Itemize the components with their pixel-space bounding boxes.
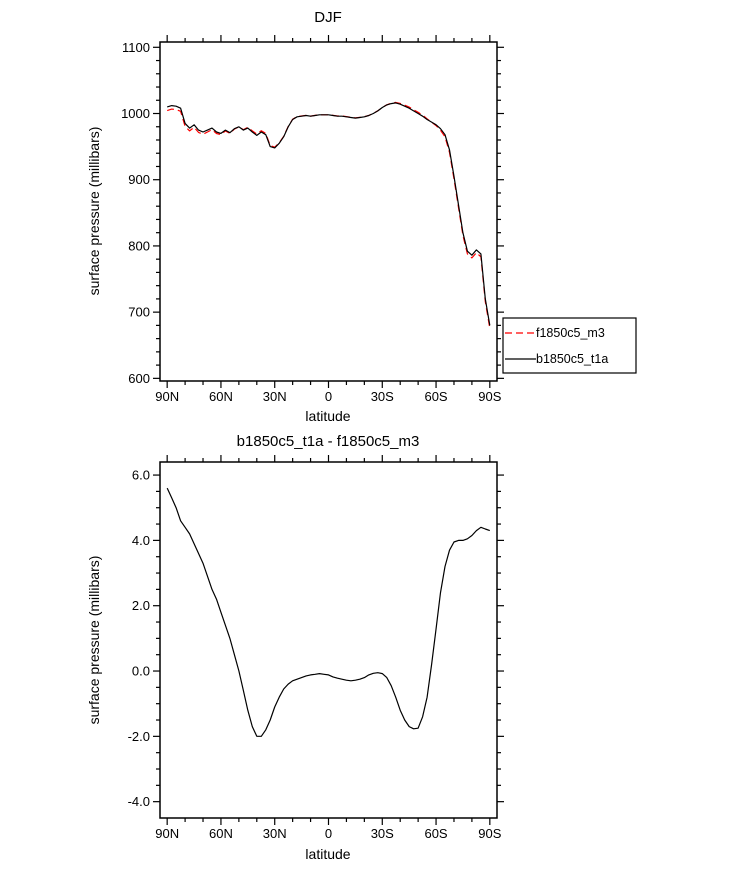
- chart-title: b1850c5_t1a - f1850c5_m3: [237, 433, 420, 450]
- x-axis-label: latitude: [305, 846, 350, 862]
- x-tick-label: 90S: [478, 826, 501, 841]
- x-tick-label: 60N: [209, 389, 233, 404]
- y-tick-label: 1100: [122, 40, 150, 55]
- x-tick-label: 0: [325, 826, 332, 841]
- tick-labels: 90N 60N 30N 0 30S 60S 90S 600 700 800 900 1000 1100: [121, 40, 502, 404]
- y-axis-label: surface pressure (millibars): [86, 127, 102, 296]
- y-tick-label: 700: [128, 305, 150, 320]
- x-tick-label: 0: [325, 389, 332, 404]
- y-axis-label: surface pressure (millibars): [86, 556, 102, 725]
- plot-frame: [159, 41, 498, 382]
- tick-labels: 90N 60N 30N 0 30S 60S 90S -4.0 -2.0 0.0 2.0 4.0 6.0: [128, 468, 502, 841]
- x-tick-label: 30N: [263, 826, 287, 841]
- y-tick-label: 1000: [121, 106, 150, 121]
- axis-ticks: [153, 35, 504, 388]
- x-tick-label: 60S: [424, 826, 447, 841]
- y-tick-label: 600: [128, 371, 150, 386]
- x-tick-label: 60N: [209, 826, 233, 841]
- legend-label-b1850c5_t1a: b1850c5_t1a: [536, 352, 608, 366]
- plot-layer: 90N 60N 30N 0 30S 60S 90S -4.0 -2.0 0.0 2.0 4.0 6.0: [128, 455, 504, 841]
- y-tick-label: 0.0: [132, 664, 150, 679]
- pressure-chart: DJF latitude surface pressure (millibars…: [86, 9, 637, 424]
- axis-ticks: [153, 455, 504, 825]
- difference-chart: b1850c5_t1a - f1850c5_m3 latitude surfac…: [86, 433, 504, 862]
- x-tick-label: 30S: [371, 826, 394, 841]
- x-tick-label: 90N: [155, 389, 179, 404]
- x-tick-label: 60S: [424, 389, 447, 404]
- plot-frame: [159, 461, 498, 819]
- series-line-f1850c5_m3: [167, 101, 491, 329]
- series-line-b1850c5_t1a: [167, 102, 491, 326]
- legend-box: [502, 317, 637, 374]
- x-tick-label: 90N: [155, 826, 179, 841]
- y-tick-label: 800: [128, 238, 150, 253]
- y-tick-label: -2.0: [128, 729, 150, 744]
- y-tick-label: -4.0: [128, 794, 150, 809]
- chart-title: DJF: [314, 9, 342, 26]
- x-tick-label: 30S: [371, 389, 394, 404]
- x-tick-label: 30N: [263, 389, 287, 404]
- y-tick-label: 900: [128, 172, 150, 187]
- plot-layer: 90N 60N 30N 0 30S 60S 90S 600 700 800 900 1000 1100 f…: [121, 35, 637, 404]
- x-axis-label: latitude: [305, 408, 350, 424]
- y-tick-label: 6.0: [132, 468, 150, 483]
- series-line-b1850c5_t1a - f1850c5_m3: [166, 487, 491, 737]
- y-tick-label: 4.0: [132, 533, 150, 548]
- x-tick-label: 90S: [478, 389, 501, 404]
- legend-label-f1850c5_m3: f1850c5_m3: [536, 326, 605, 340]
- y-tick-label: 2.0: [132, 598, 150, 613]
- legend: f1850c5_m3 b1850c5_t1a: [502, 317, 637, 374]
